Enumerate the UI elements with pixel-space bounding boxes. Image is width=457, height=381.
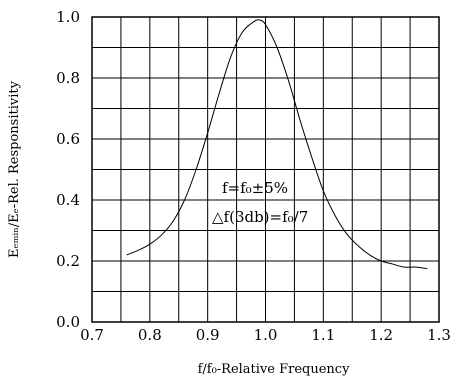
plot-frame	[91, 16, 440, 323]
y-tick-label: 0.8	[56, 69, 80, 87]
x-tick-label: 0.8	[138, 326, 162, 344]
x-tick-label: 1.2	[369, 326, 393, 344]
y-tick-label: 0.2	[56, 252, 80, 270]
x-axis-label: f/f₀-Relative Frequency	[198, 362, 351, 377]
y-tick-label: 0.0	[56, 313, 80, 331]
y-tick-labels: 0.0 0.2 0.4 0.6 0.8 1.0	[56, 8, 80, 331]
x-tick-labels: 0.7 0.8 0.9 1.0 1.1 1.2 1.3	[80, 326, 451, 344]
x-tick-label: 1.0	[254, 326, 278, 344]
y-tick-label: 0.4	[56, 191, 80, 209]
x-tick-label: 1.1	[311, 326, 335, 344]
grid-lines	[92, 17, 439, 322]
annotation-line-1: f=f₀±5%	[222, 179, 288, 197]
series-line	[126, 19, 428, 270]
x-tick-label: 0.7	[80, 326, 104, 344]
x-tick-label: 0.9	[196, 326, 220, 344]
y-axis-label: Eₑₘᵢₙ/Eₑ-Rel. Responsitivity	[7, 80, 22, 258]
x-tick-label: 1.3	[427, 326, 451, 344]
annotation-line-2: △f(3db)=f₀/7	[212, 208, 308, 226]
y-tick-label: 1.0	[56, 8, 80, 26]
y-tick-label: 0.6	[56, 130, 80, 148]
